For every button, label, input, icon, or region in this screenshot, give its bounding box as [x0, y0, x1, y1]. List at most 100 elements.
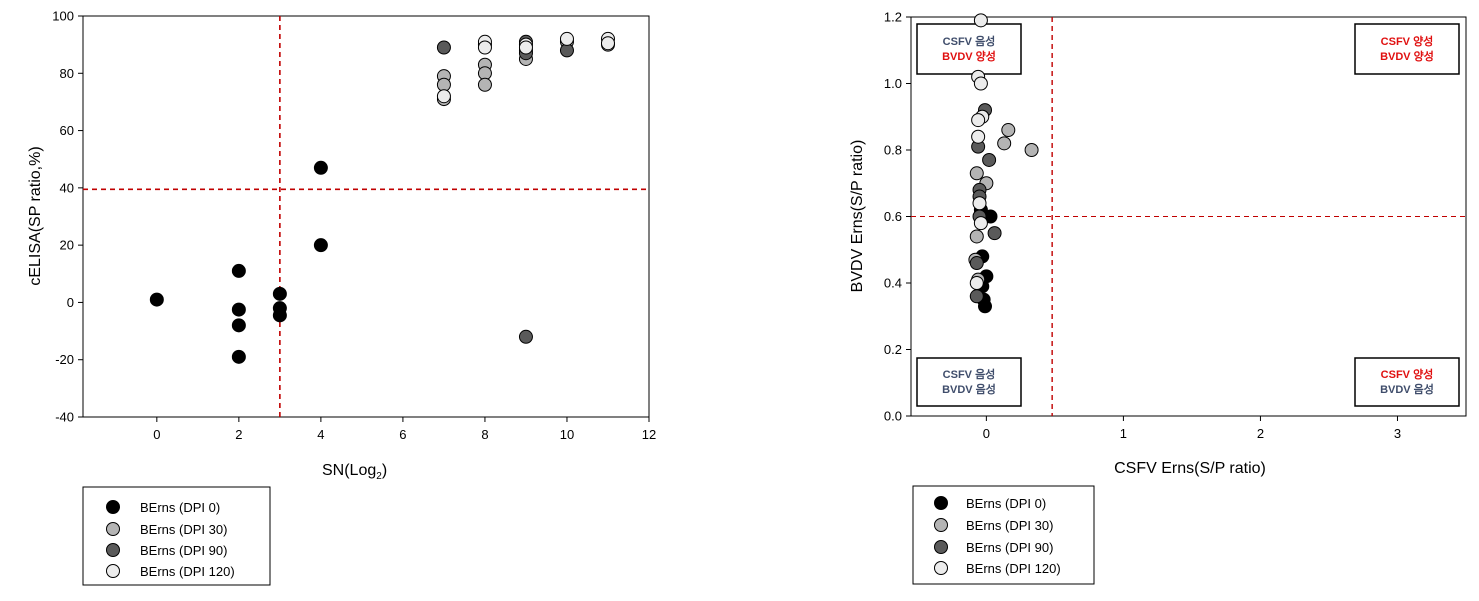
right-point-dpi30 [969, 166, 984, 181]
left-x-tick-label: 12 [642, 427, 656, 442]
left-x-tick-label: 2 [235, 427, 242, 442]
left-threshold-lines [83, 16, 649, 417]
right-point-dpi90 [987, 226, 1002, 241]
left-legend: BErns (DPI 0) BErns (DPI 30) BErns (DPI … [82, 486, 271, 586]
right-point-dpi30 [997, 136, 1012, 151]
quadrant-label-top-left: CSFV 음성 BVDV 양성 [916, 23, 1022, 75]
quadrant-box-top-right [1354, 23, 1460, 75]
quadrant-top-right-line1: CSFV 양성 [1381, 34, 1434, 48]
right-legend: BErns (DPI 0) BErns (DPI 30) BErns (DPI … [912, 485, 1095, 585]
left-point-dpi120 [600, 36, 615, 51]
right-y-tick-label: 0.0 [884, 409, 902, 424]
quadrant-bottom-left-line2: BVDV 음성 [942, 382, 996, 396]
right-legend-marker-dpi30 [934, 518, 948, 532]
right-point-dpi120 [972, 196, 987, 211]
left-point-dpi0 [231, 302, 246, 317]
left-data-points [149, 31, 615, 364]
left-point-dpi90 [518, 329, 533, 344]
right-y-tick-label: 0.4 [884, 276, 902, 291]
quadrant-label-top-right: CSFV 양성 BVDV 양성 [1354, 23, 1460, 75]
right-y-tick-label: 0.2 [884, 342, 902, 357]
right-point-dpi90 [969, 289, 984, 304]
right-legend-marker-dpi0 [934, 496, 948, 510]
quadrant-bottom-right-line1: CSFV 양성 [1381, 367, 1434, 381]
right-y-tick-label: 1.2 [884, 10, 902, 25]
left-y-tick-label: 0 [67, 295, 74, 310]
left-y-tick-label: 20 [60, 238, 74, 253]
left-point-dpi0 [231, 318, 246, 333]
left-legend-label-dpi90: BErns (DPI 90) [140, 543, 227, 558]
right-y-axis-label: BVDV Erns(S/P ratio) [849, 140, 866, 293]
quadrant-label-bottom-left: CSFV 음성 BVDV 음성 [916, 357, 1022, 407]
quadrant-label-bottom-right: CSFV 양성 BVDV 음성 [1354, 357, 1460, 407]
left-x-axis-label-end: ) [382, 462, 387, 479]
right-legend-label-dpi120: BErns (DPI 120) [966, 561, 1061, 576]
left-point-dpi0 [313, 160, 328, 175]
right-legend-label-dpi30: BErns (DPI 30) [966, 518, 1053, 533]
right-point-dpi120 [973, 216, 988, 231]
right-point-dpi0 [978, 299, 992, 314]
right-legend-marker-dpi120 [934, 561, 948, 575]
right-legend-label-dpi0: BErns (DPI 0) [966, 496, 1046, 511]
left-legend-label-dpi0: BErns (DPI 0) [140, 500, 220, 515]
left-x-tick-label: 4 [317, 427, 324, 442]
right-axis-ticks: 0 1 2 3 0.0 0.2 0.4 0.6 0.8 1.0 1.2 [884, 10, 1401, 442]
right-x-axis-label: CSFV Erns(S/P ratio) [1114, 460, 1266, 477]
right-y-tick-label: 0.8 [884, 143, 902, 158]
right-point-dpi120 [973, 76, 988, 91]
quadrant-top-right-line2: BVDV 양성 [1380, 49, 1434, 63]
quadrant-top-left-line1: CSFV 음성 [943, 34, 996, 48]
right-point-dpi30 [1001, 123, 1016, 138]
right-y-tick-label: 0.6 [884, 209, 902, 224]
left-point-dpi0 [149, 292, 164, 307]
left-legend-marker-dpi0 [106, 500, 120, 514]
left-point-dpi120 [559, 31, 574, 46]
left-y-tick-label: -40 [55, 410, 74, 425]
right-point-dpi120 [973, 13, 988, 28]
left-point-dpi0 [231, 349, 246, 364]
left-point-dpi90 [436, 40, 451, 55]
left-y-tick-label: 100 [52, 9, 74, 24]
right-point-dpi30 [1024, 143, 1039, 157]
left-point-dpi0 [313, 238, 328, 253]
left-point-dpi120 [436, 89, 451, 104]
left-legend-marker-dpi30 [106, 522, 120, 536]
left-point-dpi120 [477, 40, 492, 55]
left-chart: 0 2 4 6 8 10 12 -40 -20 0 20 40 60 80 100 cELISA(SP ra… [27, 9, 656, 586]
right-legend-label-dpi90: BErns (DPI 90) [966, 540, 1053, 555]
left-y-tick-label: -20 [55, 352, 74, 367]
left-x-tick-label: 6 [399, 427, 406, 442]
left-y-tick-label: 80 [60, 66, 74, 81]
quadrant-bottom-left-line1: CSFV 음성 [943, 367, 996, 381]
left-y-tick-label: 40 [60, 180, 74, 195]
right-threshold-lines [911, 17, 1466, 416]
right-point-dpi90 [982, 152, 997, 167]
right-point-dpi120 [969, 276, 984, 290]
right-x-tick-label: 0 [983, 426, 990, 441]
right-x-tick-label: 3 [1394, 426, 1401, 441]
left-legend-label-dpi30: BErns (DPI 30) [140, 522, 227, 537]
left-point-dpi0 [231, 263, 246, 278]
left-y-tick-label: 60 [60, 123, 74, 138]
left-x-axis-label: SN(Log2) [322, 462, 387, 482]
right-y-tick-label: 1.0 [884, 76, 902, 91]
left-x-axis-label-main: SN(Log [322, 462, 376, 479]
left-x-tick-label: 0 [153, 427, 160, 442]
right-point-dpi120 [971, 129, 986, 144]
right-legend-marker-dpi90 [934, 540, 948, 554]
right-data-points [968, 13, 1039, 314]
left-legend-marker-dpi120 [106, 564, 120, 578]
right-x-tick-label: 2 [1257, 426, 1264, 441]
quadrant-bottom-right-line2: BVDV 음성 [1380, 382, 1434, 396]
right-x-tick-label: 1 [1120, 426, 1127, 441]
left-x-tick-label: 10 [560, 427, 574, 442]
left-plot-frame [82, 15, 650, 418]
right-point-dpi120 [971, 113, 986, 128]
left-legend-label-dpi120: BErns (DPI 120) [140, 564, 235, 579]
left-x-axis-label-sub: 2 [376, 471, 382, 482]
left-point-dpi0 [272, 286, 287, 301]
right-chart: 0 1 2 3 0.0 0.2 0.4 0.6 0.8 1.0 1.2 CSFV 음성 BVDV 양… [849, 10, 1467, 585]
left-legend-marker-dpi90 [106, 543, 120, 557]
left-axis-ticks: 0 2 4 6 8 10 12 -40 -20 0 20 40 60 80 100 [52, 9, 656, 443]
